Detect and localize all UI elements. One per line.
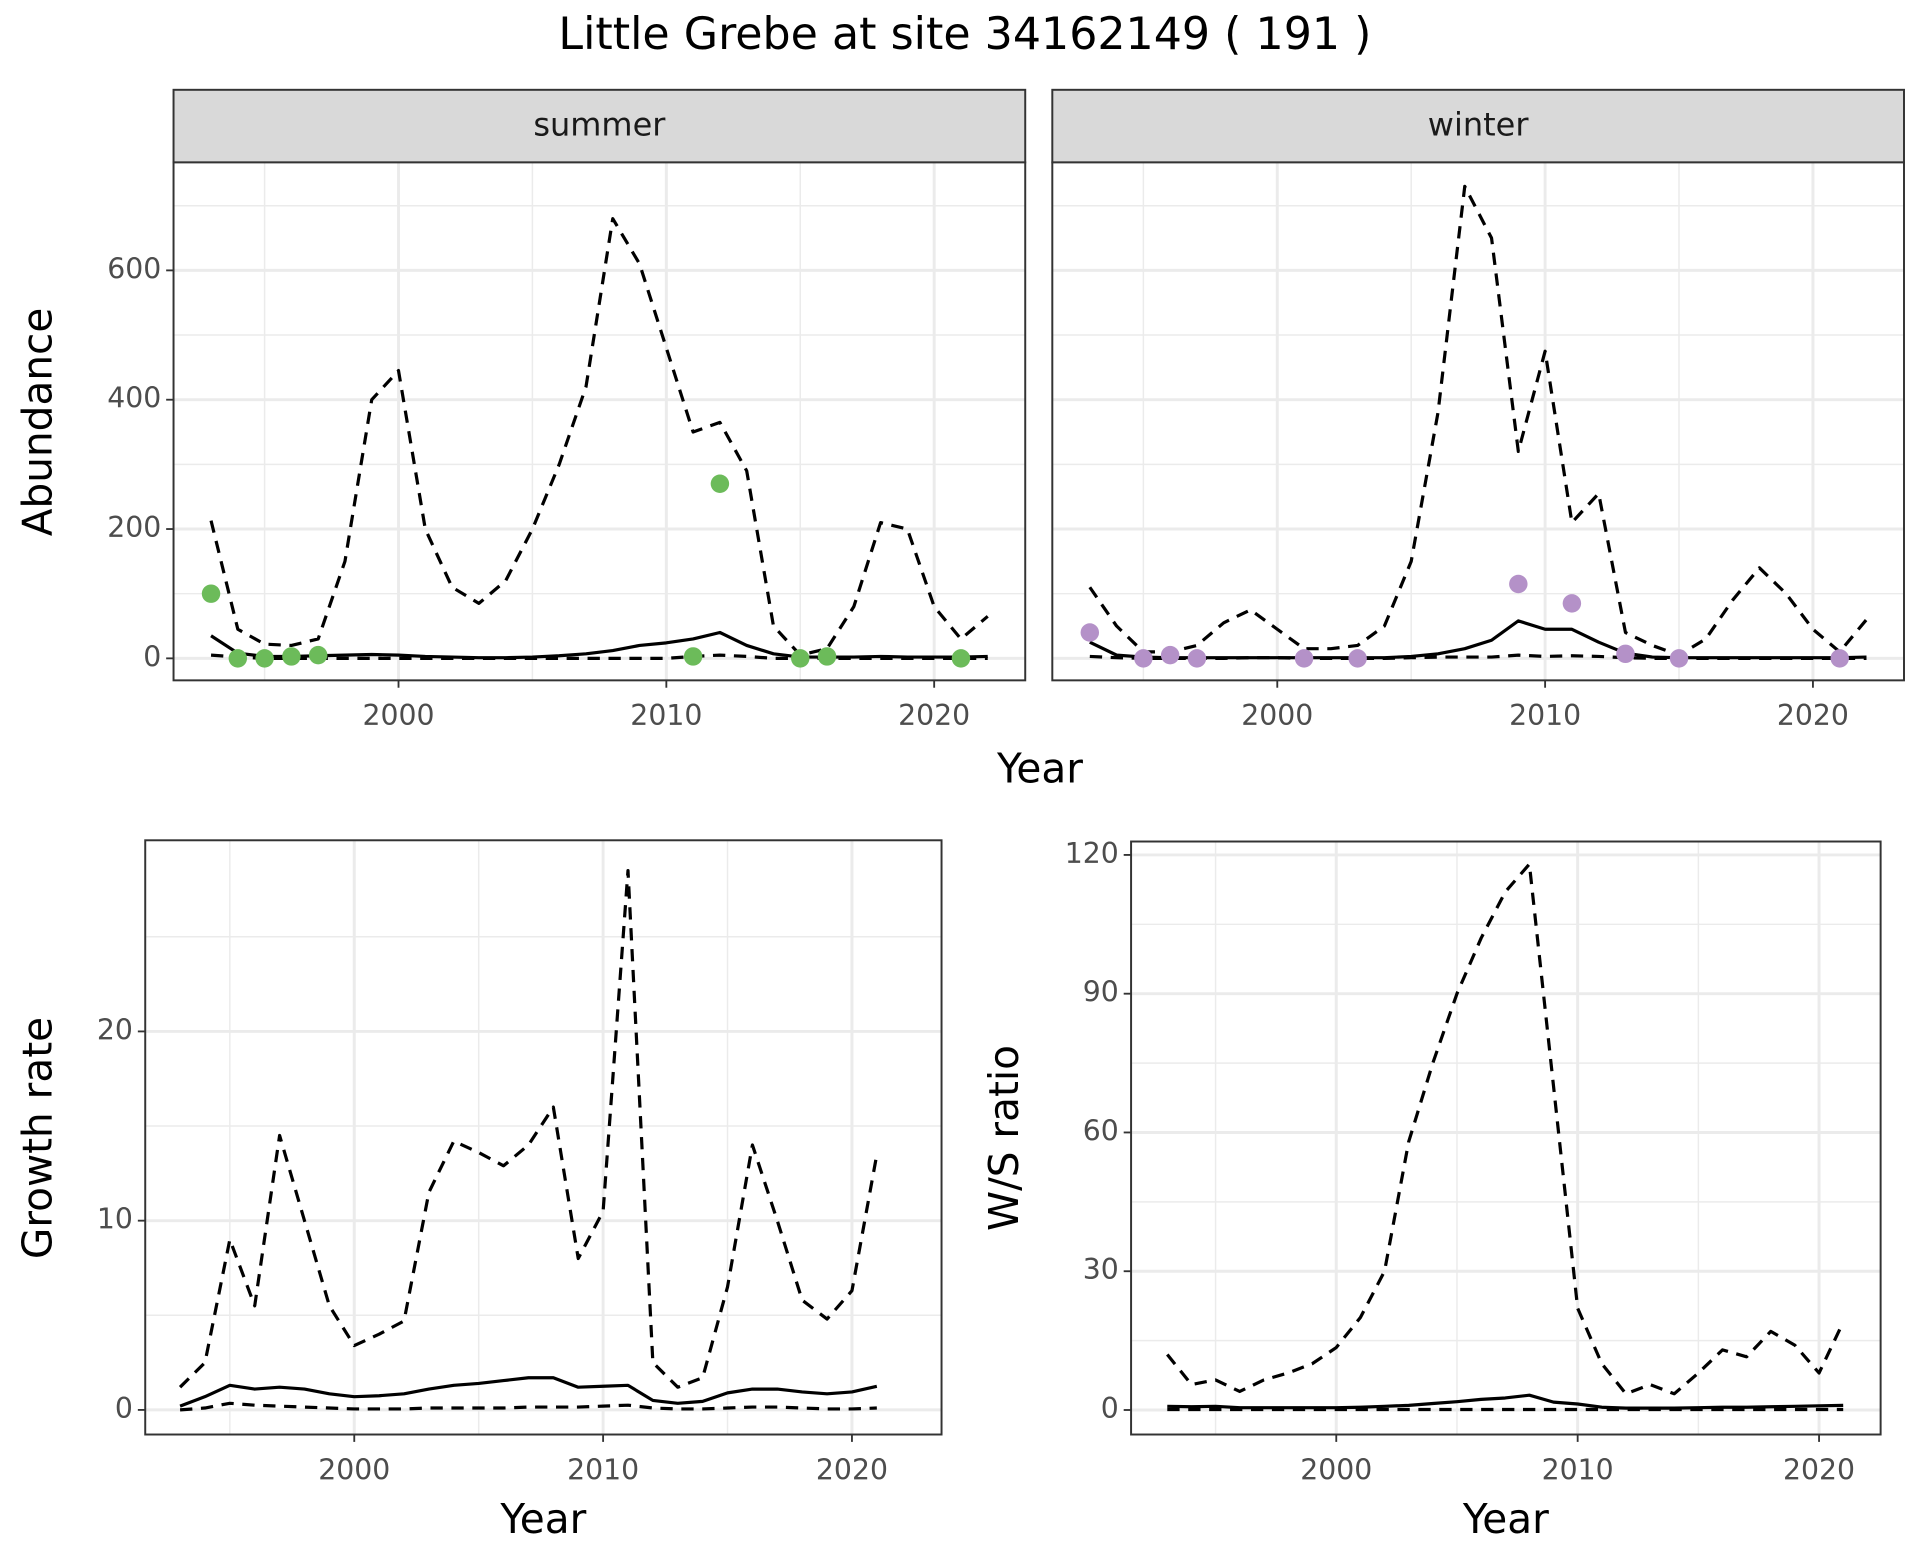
point [710,474,730,493]
panel-background [173,162,1026,681]
y-tick-label: 600 [107,252,161,285]
y-tick-label: 120 [1065,837,1119,870]
mean-line [1167,1393,1844,1410]
point [1562,594,1582,613]
point [951,649,971,668]
y-tick-label: 10 [97,1203,133,1236]
panel-background [1052,162,1904,681]
y-tick-label: 0 [1101,1392,1119,1425]
y-tick-label: 200 [107,511,161,544]
point [817,647,837,666]
figure-title: Little Grebe at site 34162149 ( 191 ) [558,9,1371,60]
x-tick-label: 2020 [1777,699,1849,732]
point [282,647,301,666]
strip [172,88,1027,164]
x-tick-label: 2000 [362,699,434,732]
y-tick-label: 30 [1083,1253,1119,1286]
interval-line [1088,184,1868,657]
x-axis-label: Year [1462,1495,1549,1543]
x-tick-label: 2020 [816,1453,888,1486]
x-tick-label: 2000 [1241,699,1313,732]
point [1669,649,1689,668]
point [308,645,328,665]
strip [1051,88,1905,164]
mean-line [1089,619,1867,660]
x-tick-label: 2020 [1783,1453,1855,1486]
point [1160,645,1180,665]
y-axis-label: W/S ratio [980,1045,1028,1231]
x-tick-label: 2010 [1542,1453,1614,1486]
panel-background [1131,841,1881,1435]
strip-label: winter [1428,106,1530,144]
point [791,649,810,668]
strip-label: summer [533,106,666,144]
point [1616,644,1635,664]
point [1509,574,1528,594]
point [1830,649,1849,668]
point [1187,649,1207,668]
point [1348,649,1367,668]
interval-line [178,868,879,1389]
interval-line [209,217,989,657]
mean-line [210,630,988,660]
y-tick-label: 0 [143,640,161,673]
x-axis-label: Year [499,1495,586,1543]
point [1134,649,1153,668]
y-tick-label: 60 [1083,1114,1119,1147]
y-axis-label: Abundance [14,308,62,537]
x-axis-label: Year [996,744,1083,792]
panel-border [1051,161,1905,682]
y-tick-label: 90 [1083,976,1119,1009]
panel-border [1130,840,1882,1436]
point [1294,649,1314,668]
panel-border [144,839,943,1436]
interval-line [179,1401,877,1412]
y-tick-label: 0 [115,1392,133,1425]
interval-line [210,653,988,660]
point [255,649,274,668]
x-tick-label: 2000 [318,1453,390,1486]
y-axis-label: Growth rate [14,1017,62,1259]
x-tick-label: 2010 [630,699,702,732]
point [683,647,703,666]
x-tick-label: 2010 [567,1453,639,1486]
x-tick-label: 2010 [1509,699,1581,732]
point [1080,623,1100,642]
x-tick-label: 2020 [898,699,970,732]
mean-line [179,1376,878,1408]
panel-background [145,840,942,1435]
point [228,649,248,668]
point [201,584,221,603]
x-tick-label: 2000 [1300,1453,1372,1486]
y-tick-label: 20 [97,1013,133,1046]
panel-border [172,161,1027,682]
interval-line [1166,862,1845,1396]
y-tick-label: 400 [107,382,161,415]
